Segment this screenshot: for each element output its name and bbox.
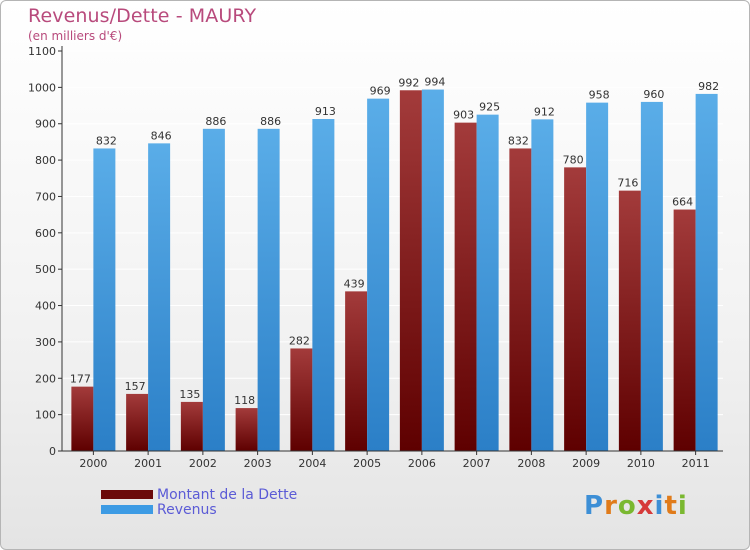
- axes: 0 100 200 300 400 500 600 700 800 900 1000 1100 2000…: [28, 45, 723, 470]
- data-label-revenue: 925: [479, 101, 500, 114]
- x-tick-label: 2000: [79, 457, 107, 470]
- y-tick-label: 900: [35, 118, 56, 131]
- bar-debt: [673, 209, 696, 451]
- y-tick-label: 100: [35, 409, 56, 422]
- y-tick-label: 800: [35, 154, 56, 167]
- logo-letter: i: [677, 491, 688, 521]
- data-label-revenue: 960: [643, 88, 664, 101]
- bar-revenue: [531, 119, 554, 451]
- bar-revenue: [148, 143, 171, 451]
- x-tick-label: 2005: [353, 457, 381, 470]
- bar-revenue: [476, 114, 499, 452]
- data-label-debt: 157: [125, 380, 146, 393]
- bar-revenue: [257, 128, 280, 451]
- bar-debt: [71, 386, 94, 451]
- y-tick-label: 600: [35, 227, 56, 240]
- x-tick-label: 2010: [627, 457, 655, 470]
- legend-swatch-debt: [101, 490, 153, 499]
- x-tick-label: 2011: [682, 457, 710, 470]
- bar-revenue: [367, 98, 390, 452]
- bar-debt: [345, 291, 368, 451]
- bar-revenue: [695, 93, 718, 451]
- logo-letter: x: [636, 491, 655, 521]
- logo-letter: o: [617, 491, 637, 521]
- y-tick-label: 200: [35, 372, 56, 385]
- bar-debt: [180, 401, 203, 451]
- bar-revenue: [421, 89, 444, 451]
- data-label-revenue: 958: [589, 89, 610, 102]
- y-tick-label: 300: [35, 336, 56, 349]
- x-tick-label: 2002: [189, 457, 217, 470]
- data-label-debt: 832: [508, 134, 529, 147]
- bar-revenue: [93, 148, 116, 452]
- y-tick-label: 700: [35, 190, 56, 203]
- data-label-debt: 282: [289, 334, 310, 347]
- bar-debt: [618, 190, 641, 452]
- data-label-revenue: 913: [315, 105, 336, 118]
- data-label-revenue: 994: [424, 76, 445, 89]
- data-label-debt: 716: [617, 177, 638, 190]
- bar-debt: [235, 408, 258, 451]
- data-label-revenue: 969: [370, 85, 391, 98]
- bar-debt: [564, 167, 587, 451]
- legend: Montant de la Dette Revenus: [101, 486, 298, 518]
- x-tick-label: 2008: [517, 457, 545, 470]
- chart-subtitle: (en milliers d'€): [28, 29, 123, 43]
- y-tick-label: 1000: [28, 81, 56, 94]
- logo-letter: t: [664, 491, 678, 521]
- logo-letter: P: [584, 491, 605, 521]
- x-tick-label: 2001: [134, 457, 162, 470]
- x-tick-label: 2007: [463, 457, 491, 470]
- value-labels: 177 832 157 846 135 886 118 886 282 913 439 969 992 9…: [70, 76, 719, 408]
- logo-letter: i: [654, 491, 665, 521]
- y-tick-label: 400: [35, 300, 56, 313]
- data-label-debt: 992: [398, 76, 419, 89]
- data-label-revenue: 982: [698, 80, 719, 93]
- bar-debt: [454, 122, 477, 452]
- chart-title: Revenus/Dette - MAURY: [28, 5, 257, 27]
- data-label-debt: 177: [70, 373, 91, 386]
- bar-debt: [126, 393, 149, 451]
- bar-revenue: [640, 101, 663, 451]
- grid: [62, 50, 723, 416]
- y-tick-label: 1100: [28, 45, 56, 58]
- legend-label-debt: Montant de la Dette: [157, 486, 298, 503]
- x-tick-label: 2006: [408, 457, 436, 470]
- legend-item-revenue: Revenus: [101, 501, 297, 518]
- x-tick-label: 2009: [572, 457, 600, 470]
- data-label-debt: 135: [179, 388, 200, 401]
- proxiti-logo: Proxiti: [584, 491, 688, 521]
- data-label-debt: 439: [344, 277, 365, 290]
- legend-label-revenue: Revenus: [157, 501, 217, 518]
- bar-debt: [399, 90, 422, 451]
- data-label-debt: 118: [234, 394, 255, 407]
- data-label-revenue: 846: [151, 129, 172, 142]
- y-tick-label: 500: [35, 263, 56, 276]
- data-label-debt: 903: [453, 109, 474, 122]
- bar-revenue: [202, 128, 225, 451]
- data-label-revenue: 886: [260, 115, 281, 128]
- bar-revenue: [312, 119, 335, 451]
- data-label-debt: 664: [672, 196, 693, 209]
- x-tick-label: 2004: [298, 457, 326, 470]
- bar-debt: [290, 348, 313, 451]
- legend-swatch-revenue: [101, 505, 153, 514]
- logo-letter: r: [604, 491, 618, 521]
- data-label-revenue: 912: [534, 105, 555, 118]
- bars: [71, 89, 718, 452]
- data-label-revenue: 886: [205, 115, 226, 128]
- legend-item-debt: Montant de la Dette: [101, 486, 298, 503]
- bar-debt: [509, 148, 532, 452]
- bar-revenue: [586, 102, 609, 452]
- x-tick-label: 2003: [244, 457, 272, 470]
- data-label-debt: 780: [563, 153, 584, 166]
- y-tick-label: 0: [49, 445, 56, 458]
- data-label-revenue: 832: [96, 134, 117, 147]
